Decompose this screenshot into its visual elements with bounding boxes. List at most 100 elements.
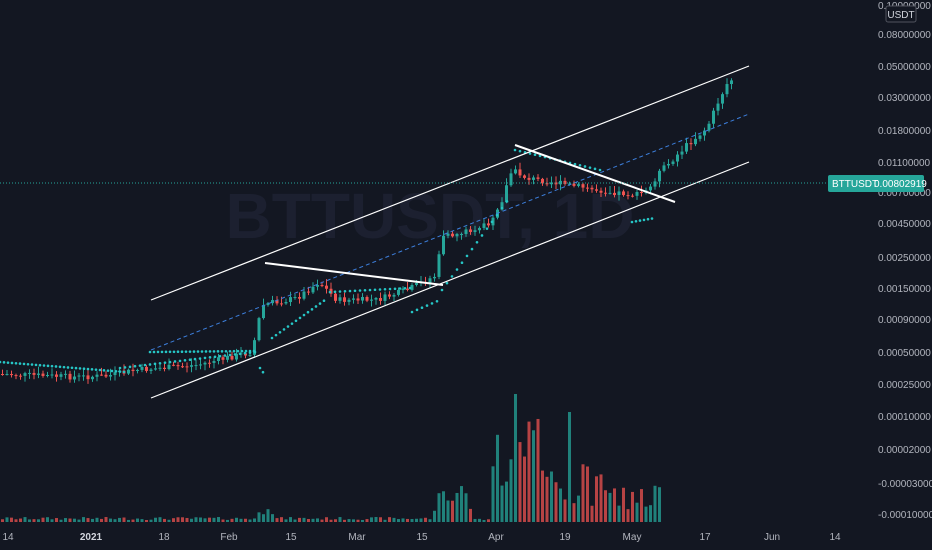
candle-body <box>455 233 459 237</box>
volume-bar <box>203 518 207 522</box>
triangle-resistance-line[interactable] <box>264 262 444 286</box>
candle-body <box>199 364 202 366</box>
time-tick-label: Mar <box>348 532 366 543</box>
price-tick-label: 0.00090000 <box>878 315 931 326</box>
candle-body <box>113 372 117 376</box>
sar-dot <box>244 349 248 353</box>
sar-dot <box>236 349 240 353</box>
volume-bar <box>334 519 337 522</box>
descending-resistance-line[interactable] <box>514 144 676 203</box>
sar-dot <box>42 364 46 367</box>
sar-dot <box>294 319 298 323</box>
sar-dot <box>184 350 188 353</box>
volume-bar <box>230 518 234 522</box>
candle-body <box>82 375 85 377</box>
candle-body <box>131 369 135 372</box>
volume-bar <box>46 517 49 522</box>
candle-body <box>307 291 310 293</box>
sar-dot <box>538 154 542 158</box>
candle-body <box>721 94 724 104</box>
volume-bar <box>1 519 4 522</box>
candle-body <box>680 151 684 155</box>
sar-dot <box>408 286 412 290</box>
sar-dot <box>114 369 118 373</box>
sar-dot <box>212 350 216 353</box>
volume-bar <box>617 505 621 522</box>
sar-dot <box>58 365 62 369</box>
volume-bars <box>1 394 661 522</box>
time-tick-label: 2021 <box>80 532 103 543</box>
candle-body <box>46 375 49 377</box>
sar-dot <box>163 361 167 364</box>
sar-dot <box>66 366 70 369</box>
currency-unit-box[interactable]: USDT <box>885 5 917 23</box>
candle-body <box>464 229 468 234</box>
candle-body <box>50 374 54 376</box>
sar-dot <box>642 218 646 222</box>
sar-dot <box>62 365 66 369</box>
candle-body <box>725 84 729 95</box>
time-axis[interactable]: 14 2021 18 Feb 15 Mar 15 Apr 19 May 17 Jun 14 <box>2 532 841 543</box>
price-axis[interactable]: 0.100000000.080000000.050000000.03000000… <box>878 1 932 521</box>
parabolic-sar-dots <box>0 148 654 374</box>
candle-body <box>266 303 270 306</box>
volume-bar <box>595 476 598 522</box>
sar-dot <box>388 287 392 291</box>
sar-dot <box>306 310 310 314</box>
channel-lower-line[interactable] <box>150 161 750 399</box>
candle-body <box>383 294 387 301</box>
volume-bar <box>199 517 202 522</box>
volume-bar <box>64 518 67 522</box>
sar-dot <box>261 370 265 374</box>
sar-dot <box>38 363 42 367</box>
volume-bar <box>307 518 310 522</box>
sar-dot <box>393 287 397 291</box>
sar-dot <box>2 361 6 364</box>
sar-dot <box>54 365 58 368</box>
candle-body <box>149 369 153 371</box>
sar-dot <box>318 302 322 305</box>
sar-dot <box>233 353 237 356</box>
volume-bar <box>32 519 36 522</box>
volume-bar <box>176 517 180 522</box>
candle-body <box>190 365 193 367</box>
candle-body <box>163 367 166 370</box>
candle-body <box>68 373 72 380</box>
sar-dot <box>82 367 86 371</box>
volume-bar <box>388 517 391 522</box>
sar-dot <box>74 366 78 370</box>
sar-dot <box>148 350 152 354</box>
candle-body <box>271 300 274 304</box>
candle-body <box>451 233 454 237</box>
candle-body <box>595 189 598 191</box>
candle-body <box>622 191 625 196</box>
candle-body <box>550 182 553 185</box>
candle-body <box>401 288 405 290</box>
volume-bar <box>451 500 454 522</box>
volume-bar <box>550 471 553 522</box>
sar-dot <box>650 217 654 220</box>
sar-dot <box>240 349 244 353</box>
channel-midline[interactable] <box>150 113 750 351</box>
candle-body <box>617 191 621 196</box>
candle-body <box>541 178 544 184</box>
volume-bar <box>622 487 625 522</box>
candle-body <box>640 192 643 194</box>
sar-dot <box>445 281 449 285</box>
price-tick-label: 0.00700000 <box>878 188 931 199</box>
volume-bar <box>626 509 630 522</box>
sar-dot <box>70 366 74 370</box>
candle-body <box>437 254 441 277</box>
candle-body <box>532 177 535 180</box>
sar-dot <box>505 200 509 203</box>
volume-bar <box>523 456 526 522</box>
volume-bar <box>181 517 184 522</box>
sar-dot <box>196 350 200 353</box>
volume-bar <box>253 518 256 522</box>
candle-body <box>356 298 360 301</box>
sar-dot <box>143 363 147 367</box>
candle-body <box>626 195 630 197</box>
candle-body <box>590 187 594 190</box>
sar-dot <box>500 206 504 210</box>
